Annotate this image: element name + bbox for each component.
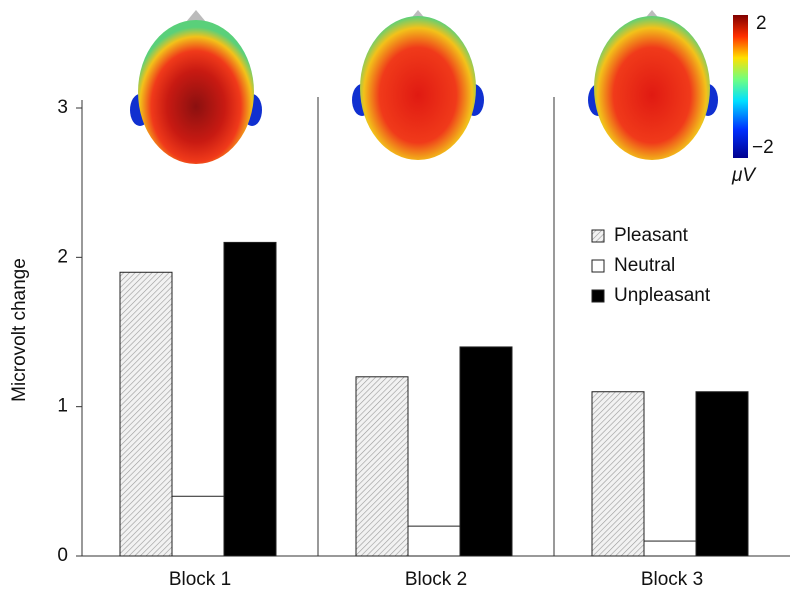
y-tick-label: 0 [57,545,68,566]
head-maps [130,10,718,164]
bar [459,346,513,557]
bar [355,376,409,557]
legend-label: Pleasant [614,225,689,246]
legend-swatch [591,289,605,303]
x-tick-label: Block 2 [405,569,467,590]
colorbar-min: −2 [752,137,774,158]
legend-label: Neutral [614,255,675,276]
head-map [130,10,262,164]
y-tick-label: 1 [57,396,68,417]
head-map [588,10,718,160]
legend-label: Unpleasant [614,285,711,306]
bar [591,391,645,557]
x-tick-label: Block 3 [641,569,703,590]
bar [171,495,225,557]
head-map [352,10,484,160]
y-tick-label: 2 [57,246,68,267]
bar [407,525,461,557]
bar [223,241,277,557]
bar [643,540,697,557]
colorbar [733,15,748,158]
bar [695,391,749,557]
x-tick-label: Block 1 [169,569,231,590]
colorbar-max: 2 [756,13,767,34]
colorbar-unit: μV [731,165,757,186]
bar [119,271,173,557]
y-axis-label: Microvolt change [9,258,30,402]
y-tick-label: 3 [57,97,68,118]
legend-swatch [591,259,605,273]
legend-swatch [591,229,605,243]
